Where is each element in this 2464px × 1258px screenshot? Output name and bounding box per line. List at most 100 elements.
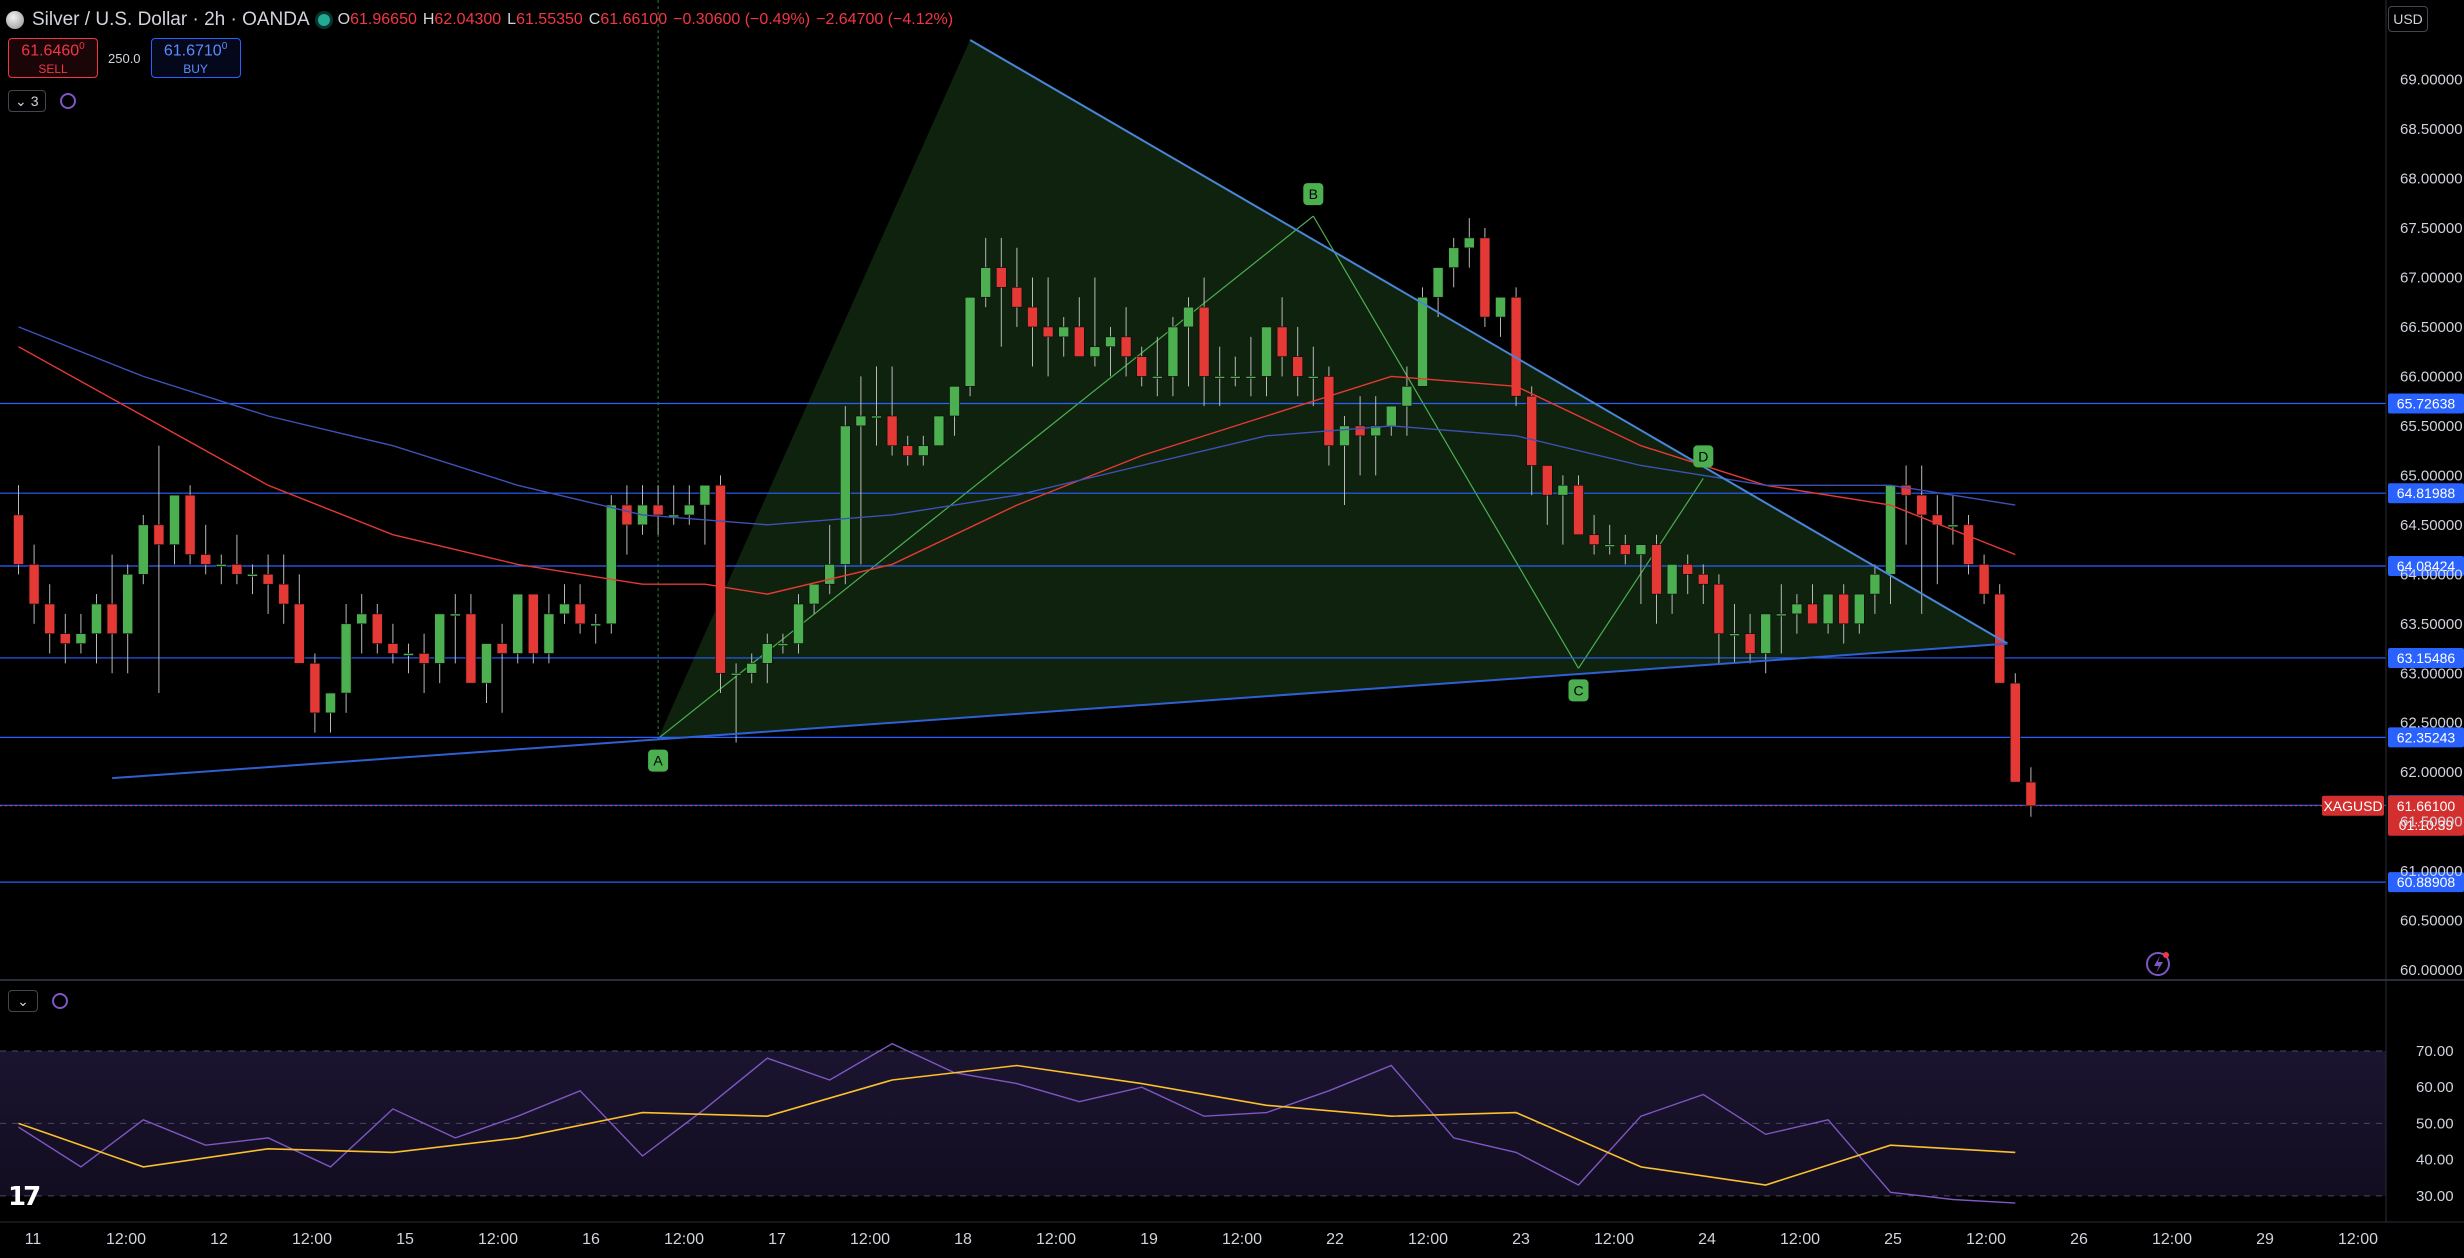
candle-body bbox=[1308, 376, 1319, 379]
candle-body bbox=[824, 564, 836, 585]
time-tick-label: 12:00 bbox=[1222, 1231, 1262, 1248]
price-tick-label: 64.00000 bbox=[2400, 566, 2463, 583]
candle-body bbox=[559, 603, 570, 615]
candle-body bbox=[309, 663, 321, 714]
candle-body bbox=[356, 613, 368, 625]
candle-body bbox=[481, 643, 492, 684]
candle-body bbox=[605, 504, 617, 625]
time-tick-label: 16 bbox=[582, 1231, 600, 1248]
tradingview-logo-icon[interactable]: 17 bbox=[8, 1182, 41, 1212]
candle-body bbox=[1604, 544, 1615, 547]
ohlc-item: −2.64700 (−4.12%) bbox=[816, 11, 953, 29]
silver-coin-icon bbox=[6, 11, 24, 29]
time-tick-label: 17 bbox=[768, 1231, 786, 1248]
pattern-point-badge[interactable] bbox=[1568, 679, 1589, 702]
candle-body bbox=[871, 415, 882, 419]
trendline-lower[interactable] bbox=[112, 642, 2008, 780]
candle-body bbox=[1479, 237, 1491, 318]
candle-body bbox=[200, 554, 211, 565]
currency-button[interactable]: USD bbox=[2388, 6, 2428, 32]
candle-body bbox=[387, 643, 399, 654]
candle-body bbox=[1261, 326, 1272, 377]
level-label: 62.35243 bbox=[2397, 729, 2456, 745]
candle-body bbox=[75, 633, 87, 644]
candle-body bbox=[1245, 376, 1257, 379]
candle-body bbox=[1058, 326, 1069, 338]
level-label: 60.88908 bbox=[2397, 874, 2456, 890]
candle-body bbox=[449, 613, 461, 617]
candle-body bbox=[855, 415, 867, 427]
candle-body bbox=[1432, 267, 1444, 298]
candle-body bbox=[917, 445, 929, 456]
candle-body bbox=[169, 494, 180, 545]
symbol-title[interactable]: Silver / U.S. Dollar · 2h · OANDA bbox=[32, 9, 310, 30]
price-tick-label: 60.50000 bbox=[2400, 913, 2463, 930]
time-tick-label: 23 bbox=[1512, 1231, 1530, 1248]
candle-body bbox=[1869, 574, 1881, 595]
pattern-point-badge[interactable] bbox=[1303, 183, 1324, 206]
candle-body bbox=[590, 623, 602, 627]
sync-icon[interactable] bbox=[52, 993, 68, 1009]
candle-body bbox=[683, 504, 695, 516]
time-tick-label: 12:00 bbox=[2152, 1231, 2192, 1248]
time-tick-label: 12:00 bbox=[1780, 1231, 1820, 1248]
candle-body bbox=[886, 415, 898, 446]
rsi-tick-label: 30.00 bbox=[2416, 1188, 2454, 1205]
candle-body bbox=[1011, 287, 1023, 308]
candle-body bbox=[730, 672, 742, 676]
candle-body bbox=[995, 267, 1007, 288]
bar-countdown: 01:10:39 bbox=[2399, 817, 2454, 833]
candle-body bbox=[1744, 633, 1756, 654]
price-tick-label: 60.00000 bbox=[2400, 962, 2463, 979]
candle-body bbox=[231, 564, 243, 575]
time-tick-label: 12 bbox=[210, 1231, 228, 1248]
level-label: 63.15486 bbox=[2397, 650, 2456, 666]
candle-body bbox=[1698, 574, 1709, 585]
rsi-tick-label: 40.00 bbox=[2416, 1152, 2454, 1169]
candle-body bbox=[1963, 524, 1974, 565]
trendline-upper[interactable] bbox=[969, 39, 2009, 645]
candle-body bbox=[28, 564, 40, 605]
time-tick-label: 26 bbox=[2070, 1231, 2088, 1248]
level-label-bg bbox=[2388, 727, 2464, 748]
candle-body bbox=[574, 603, 586, 625]
last-price-bg bbox=[2388, 795, 2464, 836]
moving-average-blue bbox=[18, 326, 2016, 526]
sync-icon[interactable] bbox=[59, 93, 76, 109]
moving-average-red bbox=[18, 346, 2016, 595]
rsi-line bbox=[18, 1042, 2016, 1204]
market-open-dot-icon bbox=[317, 14, 330, 26]
candle-body bbox=[1183, 306, 1194, 328]
pattern-point-badge[interactable] bbox=[648, 749, 669, 772]
candle-body bbox=[793, 603, 804, 644]
symbol-header[interactable]: Silver / U.S. Dollar · 2h · OANDA O61.96… bbox=[6, 6, 953, 34]
candle-body bbox=[1822, 593, 1834, 625]
candle-body bbox=[949, 386, 960, 417]
buy-button[interactable]: 61.67100 BUY bbox=[150, 38, 241, 78]
pattern-point-badge[interactable] bbox=[1693, 445, 1714, 468]
time-tick-label: 12:00 bbox=[2338, 1231, 2378, 1248]
lightning-alert-icon[interactable] bbox=[2146, 952, 2170, 976]
candle-body bbox=[44, 603, 56, 634]
sell-button[interactable]: 61.64600 SELL bbox=[8, 38, 98, 78]
rsi-collapse-button[interactable]: ⌄ bbox=[8, 990, 38, 1012]
ohlc-key: C bbox=[588, 11, 601, 28]
candle-body bbox=[1354, 425, 1366, 437]
candle-body bbox=[1760, 613, 1771, 654]
candle-body bbox=[1729, 633, 1740, 636]
time-tick-label: 12:00 bbox=[664, 1231, 704, 1248]
candle-body bbox=[122, 574, 133, 634]
level-label: 65.72638 bbox=[2397, 395, 2456, 411]
candle-body bbox=[699, 484, 711, 506]
candle-body bbox=[184, 494, 196, 555]
candle-body bbox=[1089, 346, 1101, 357]
candle-body bbox=[2025, 781, 2037, 807]
candle-body bbox=[1666, 564, 1678, 595]
candle-body bbox=[278, 583, 290, 605]
indicators-toggle-button[interactable]: ⌄ 3 bbox=[8, 90, 46, 112]
sell-label: SELL bbox=[38, 62, 68, 77]
level-label: 64.81988 bbox=[2397, 485, 2456, 501]
candle-body bbox=[247, 574, 258, 577]
candle-body bbox=[1042, 326, 1054, 338]
